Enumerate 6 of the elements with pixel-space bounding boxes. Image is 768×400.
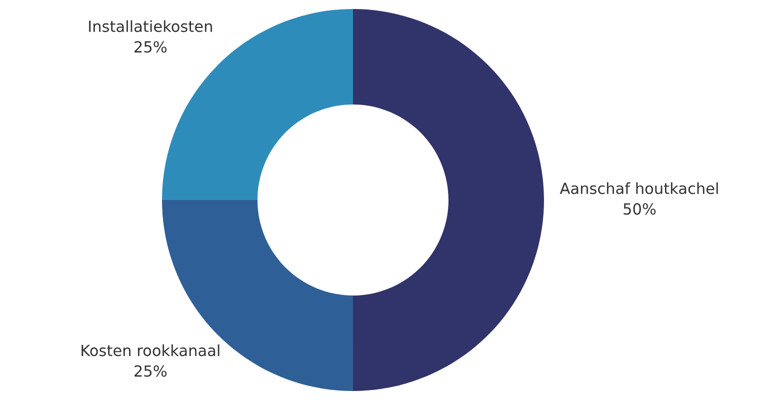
slice-label: Kosten rookkanaal [82,344,220,356]
slice-label: Aanschaf houtkachel [560,182,718,194]
data-label: 25% [134,41,167,53]
data-label: 25% [134,365,167,377]
slice-label: Installatiekosten [89,20,212,32]
data-label: 50% [624,203,656,215]
